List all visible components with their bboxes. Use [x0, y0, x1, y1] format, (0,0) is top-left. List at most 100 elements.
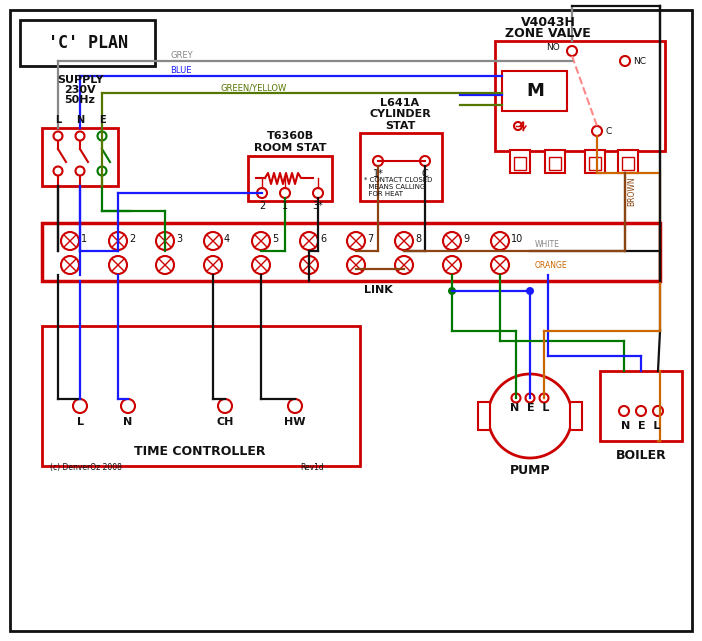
Circle shape: [395, 256, 413, 274]
Circle shape: [373, 156, 383, 166]
Circle shape: [443, 232, 461, 250]
FancyBboxPatch shape: [360, 133, 442, 201]
Circle shape: [420, 156, 430, 166]
Circle shape: [512, 394, 520, 403]
Text: E: E: [99, 115, 105, 125]
Text: M: M: [526, 82, 544, 100]
Text: 'C' PLAN: 'C' PLAN: [48, 34, 128, 52]
Text: NC: NC: [633, 56, 646, 65]
Text: C: C: [422, 169, 428, 179]
Text: L: L: [55, 115, 61, 125]
Circle shape: [61, 256, 79, 274]
Circle shape: [395, 232, 413, 250]
FancyBboxPatch shape: [589, 157, 601, 170]
FancyBboxPatch shape: [514, 157, 526, 170]
Circle shape: [491, 256, 509, 274]
Circle shape: [204, 256, 222, 274]
Text: WHITE: WHITE: [535, 240, 560, 249]
Circle shape: [61, 232, 79, 250]
Text: BOILER: BOILER: [616, 449, 666, 462]
Circle shape: [53, 131, 62, 140]
Circle shape: [121, 399, 135, 413]
Circle shape: [347, 256, 365, 274]
Text: 7: 7: [367, 234, 373, 244]
Text: 3: 3: [176, 234, 182, 244]
FancyBboxPatch shape: [549, 157, 561, 170]
FancyBboxPatch shape: [248, 156, 332, 201]
Text: ZONE VALVE: ZONE VALVE: [505, 27, 591, 40]
FancyBboxPatch shape: [478, 402, 490, 430]
Text: 50Hz: 50Hz: [65, 95, 95, 105]
Text: 6: 6: [320, 234, 326, 244]
Text: BROWN: BROWN: [627, 176, 636, 206]
Text: PUMP: PUMP: [510, 464, 550, 477]
FancyBboxPatch shape: [600, 371, 682, 441]
Circle shape: [73, 399, 87, 413]
Circle shape: [636, 406, 646, 416]
Circle shape: [592, 126, 602, 136]
FancyBboxPatch shape: [510, 150, 530, 173]
Circle shape: [288, 399, 302, 413]
FancyBboxPatch shape: [622, 157, 634, 170]
Circle shape: [257, 188, 267, 198]
Circle shape: [619, 406, 629, 416]
Circle shape: [313, 188, 323, 198]
Circle shape: [156, 256, 174, 274]
Text: N: N: [76, 115, 84, 125]
Text: 4: 4: [224, 234, 230, 244]
Text: SUPPLY: SUPPLY: [57, 75, 103, 85]
Text: CH: CH: [216, 417, 234, 427]
Text: GREY: GREY: [170, 51, 192, 60]
FancyBboxPatch shape: [10, 10, 692, 631]
Circle shape: [653, 406, 663, 416]
Circle shape: [540, 394, 548, 403]
Text: 10: 10: [511, 234, 523, 244]
FancyBboxPatch shape: [42, 223, 660, 281]
Text: 5: 5: [272, 234, 278, 244]
Circle shape: [526, 287, 534, 295]
Text: ORANGE: ORANGE: [535, 261, 568, 270]
Circle shape: [567, 46, 577, 56]
Circle shape: [347, 232, 365, 250]
Text: V4043H: V4043H: [521, 16, 576, 29]
FancyBboxPatch shape: [570, 402, 582, 430]
Text: 2: 2: [129, 234, 135, 244]
Circle shape: [156, 232, 174, 250]
Text: C: C: [606, 126, 612, 135]
FancyBboxPatch shape: [495, 41, 665, 151]
Circle shape: [76, 131, 84, 140]
Circle shape: [300, 232, 318, 250]
Circle shape: [252, 232, 270, 250]
FancyBboxPatch shape: [42, 326, 360, 466]
Text: (c) DenverOz 2008: (c) DenverOz 2008: [50, 463, 122, 472]
Circle shape: [526, 394, 534, 403]
Text: GREEN/YELLOW: GREEN/YELLOW: [220, 83, 286, 92]
Text: 2: 2: [259, 201, 265, 211]
Text: L: L: [77, 417, 84, 427]
FancyBboxPatch shape: [20, 20, 155, 66]
Text: N  E  L: N E L: [621, 421, 661, 431]
Circle shape: [488, 374, 572, 458]
Text: L641A
CYLINDER
STAT: L641A CYLINDER STAT: [369, 98, 431, 131]
Circle shape: [620, 56, 630, 66]
Text: LINK: LINK: [364, 285, 392, 295]
FancyBboxPatch shape: [585, 150, 605, 173]
FancyBboxPatch shape: [502, 71, 567, 111]
FancyBboxPatch shape: [545, 150, 565, 173]
Text: NO: NO: [546, 42, 560, 51]
Circle shape: [53, 167, 62, 176]
FancyBboxPatch shape: [618, 150, 638, 173]
Circle shape: [443, 256, 461, 274]
Circle shape: [491, 232, 509, 250]
Text: BLUE: BLUE: [170, 66, 192, 75]
Text: 230V: 230V: [64, 85, 95, 95]
Text: 1: 1: [282, 201, 288, 211]
Text: T6360B
ROOM STAT: T6360B ROOM STAT: [253, 131, 326, 153]
Text: * CONTACT CLOSED
  MEANS CALLING
  FOR HEAT: * CONTACT CLOSED MEANS CALLING FOR HEAT: [364, 177, 432, 197]
Circle shape: [252, 256, 270, 274]
Text: TIME CONTROLLER: TIME CONTROLLER: [134, 445, 266, 458]
Circle shape: [98, 131, 107, 140]
Circle shape: [280, 188, 290, 198]
Circle shape: [218, 399, 232, 413]
Circle shape: [300, 256, 318, 274]
